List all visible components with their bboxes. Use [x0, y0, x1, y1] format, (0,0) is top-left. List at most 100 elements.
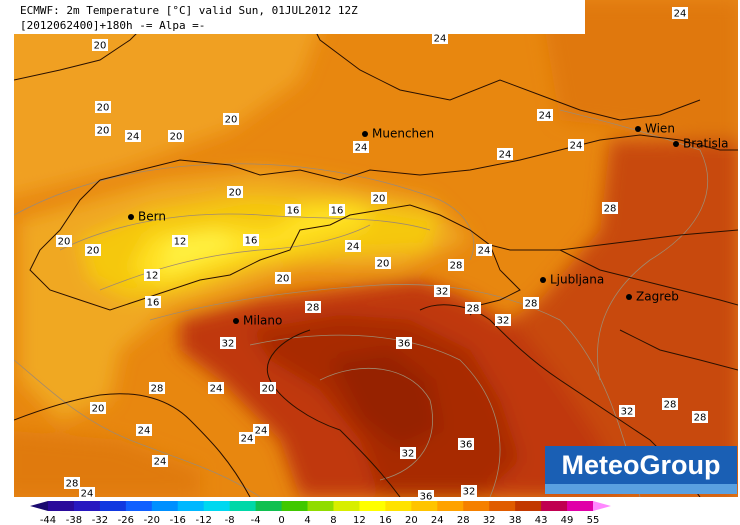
- contour-label: 28: [694, 413, 707, 424]
- contour-label-box: [285, 204, 301, 216]
- contour-label-box: [400, 447, 416, 459]
- legend-tick-label: 0: [278, 515, 284, 525]
- legend-swatch: [515, 501, 542, 511]
- contour-label: 20: [87, 246, 100, 257]
- city-dot: [540, 277, 546, 283]
- contour-label: 20: [377, 259, 390, 270]
- contour-label: 32: [222, 339, 235, 350]
- legend-tick-label: 55: [587, 515, 600, 525]
- contour-label: 20: [277, 274, 290, 285]
- contour-label: 16: [331, 206, 344, 217]
- city-name: Milano: [243, 314, 282, 328]
- legend-tick-label: -38: [66, 515, 82, 525]
- contour-label: 32: [497, 316, 510, 327]
- contour-label: 20: [58, 237, 71, 248]
- contour-label-box: [448, 259, 464, 271]
- legend-swatch: [281, 501, 309, 511]
- contour-label: 28: [66, 479, 79, 490]
- city-name: Wien: [645, 122, 675, 136]
- contour-label-box: [227, 186, 243, 198]
- contour-label-box: [418, 490, 434, 502]
- legend-swatch: [411, 501, 438, 511]
- contour-label-box: [345, 240, 361, 252]
- contour-label-box: [537, 109, 553, 121]
- legend-swatch: [151, 501, 179, 511]
- contour-label-box: [208, 382, 224, 394]
- contour-label: 24: [434, 34, 447, 45]
- contour-label: 28: [604, 204, 617, 215]
- contour-label: 32: [463, 487, 476, 498]
- contour-label-box: [260, 382, 276, 394]
- legend-arrow: [30, 501, 48, 511]
- contour-label-box: [305, 301, 321, 313]
- contour-label: 32: [621, 407, 634, 418]
- logo: MeteoGroup: [562, 450, 721, 480]
- legend-swatch: [437, 501, 464, 511]
- city-dot: [673, 141, 679, 147]
- legend-tick-label: -32: [92, 515, 108, 525]
- contour-label: 24: [499, 150, 512, 161]
- contour-label-box: [371, 192, 387, 204]
- contour-label-box: [239, 432, 255, 444]
- legend-swatch: [489, 501, 516, 511]
- legend-swatch: [203, 501, 231, 511]
- contour-label: 16: [287, 206, 300, 217]
- legend-swatch: [125, 501, 153, 511]
- contour-label-box: [495, 314, 511, 326]
- contour-label-box: [672, 7, 688, 19]
- contour-label: 28: [467, 304, 480, 315]
- contour-label-box: [172, 235, 188, 247]
- temperature-field: [14, 0, 738, 497]
- legend-swatch: [463, 501, 490, 511]
- contour-label: 36: [420, 492, 433, 503]
- contour-label: 28: [664, 400, 677, 411]
- legend-swatch: [385, 501, 412, 511]
- city-name: Ljubljana: [550, 273, 604, 287]
- legend-tick-label: 32: [483, 515, 496, 525]
- contour-label: 12: [146, 271, 159, 282]
- legend-tick-label: -26: [118, 515, 134, 525]
- contour-label: 24: [81, 489, 94, 500]
- legend-swatch: [333, 501, 360, 511]
- contour-label-box: [92, 39, 108, 51]
- legend-swatch: [567, 501, 594, 511]
- legend-tick-label: 28: [457, 515, 470, 525]
- logo-stripe: [545, 484, 737, 494]
- contour-label-box: [90, 402, 106, 414]
- contour-label: 24: [539, 111, 552, 122]
- contour-label: 24: [674, 9, 687, 20]
- contour-label-box: [465, 302, 481, 314]
- contour-label: 32: [402, 449, 415, 460]
- legend-tick-label: -4: [251, 515, 261, 525]
- contour-label: 36: [460, 440, 473, 451]
- legend-swatch: [99, 501, 127, 511]
- contour-label-box: [275, 272, 291, 284]
- city-dot: [362, 131, 368, 137]
- legend-tick-label: 12: [353, 515, 366, 525]
- contour-label-box: [253, 424, 269, 436]
- contour-label-box: [662, 398, 678, 410]
- cities: Muenchen Wien Bratisla Bern Ljubljana Zagreb M…: [128, 122, 729, 328]
- contour-label-box: [243, 234, 259, 246]
- legend-tick-label: 20: [405, 515, 418, 525]
- contour-label: 36: [398, 339, 411, 350]
- contour-label-box: [168, 130, 184, 142]
- contour-label-box: [497, 148, 513, 160]
- contour-label: 16: [245, 236, 258, 247]
- contour-label: 20: [94, 41, 107, 52]
- contour-label: 20: [170, 132, 183, 143]
- contour-label-box: [95, 101, 111, 113]
- contour-label-box: [79, 487, 95, 499]
- city-name: Bern: [138, 210, 166, 224]
- contour-lines: [14, 109, 708, 497]
- contour-label: 32: [436, 287, 449, 298]
- header-line: ECMWF: 2m Temperature [°C] valid Sun, 01…: [20, 4, 358, 17]
- header-box: [14, 0, 585, 34]
- borders: [14, 0, 738, 497]
- contour-label: 24: [138, 426, 151, 437]
- city-dot: [626, 294, 632, 300]
- legend-tick-label: 49: [561, 515, 574, 525]
- contour-label-box: [85, 244, 101, 256]
- contour-label-box: [136, 424, 152, 436]
